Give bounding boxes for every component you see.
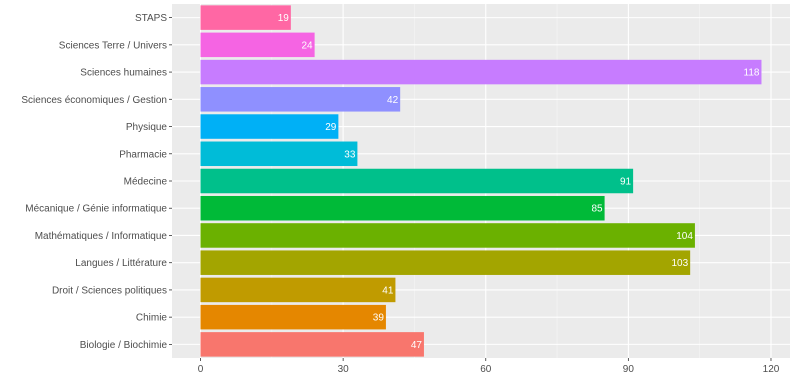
y-tick-label: Chimie xyxy=(136,313,168,324)
data-label: 118 xyxy=(744,68,760,79)
x-tick-label: 120 xyxy=(763,364,780,375)
bar xyxy=(200,87,401,112)
data-label: 19 xyxy=(278,13,290,24)
data-label: 42 xyxy=(387,95,399,106)
x-tick-label: 30 xyxy=(338,364,350,375)
y-tick-label: Sciences économiques / Gestion xyxy=(21,95,167,106)
bars xyxy=(200,5,762,357)
bar xyxy=(200,304,386,330)
y-axis: Biologie / Biochimie Chimie Droit / Scienc… xyxy=(21,13,172,351)
bar xyxy=(200,332,424,357)
bar xyxy=(200,250,691,275)
y-tick-label: Médecine xyxy=(124,177,168,188)
x-tick-label: 60 xyxy=(480,364,492,375)
y-tick-label: Sciences Terre / Univers xyxy=(59,40,167,51)
x-axis: 0 30 60 90 120 xyxy=(198,358,780,375)
x-tick-label: 90 xyxy=(623,364,635,375)
y-tick-label: Sciences humaines xyxy=(80,68,167,79)
data-label: 29 xyxy=(325,122,337,133)
bar xyxy=(200,168,634,194)
data-label: 33 xyxy=(344,149,356,160)
data-label: 104 xyxy=(676,231,693,242)
data-label: 47 xyxy=(411,340,423,351)
x-tick-label: 0 xyxy=(198,364,204,375)
bar xyxy=(200,59,762,85)
data-label: 103 xyxy=(671,258,688,269)
data-label: 85 xyxy=(591,204,603,215)
bar xyxy=(200,5,291,30)
data-label: 24 xyxy=(301,40,313,51)
data-label: 41 xyxy=(382,285,394,296)
bar xyxy=(200,277,396,303)
bar xyxy=(200,114,339,139)
bar xyxy=(200,141,358,167)
y-tick-label: Biologie / Biochimie xyxy=(80,340,168,351)
bar xyxy=(200,32,315,58)
y-tick-label: Langues / Littérature xyxy=(75,258,167,269)
data-label: 91 xyxy=(620,177,632,188)
y-tick-label: Pharmacie xyxy=(119,149,167,160)
y-tick-label: Mathématiques / Informatique xyxy=(35,231,168,242)
bar xyxy=(200,195,605,221)
bar xyxy=(200,223,695,248)
y-tick-label: STAPS xyxy=(135,13,167,24)
data-label: 39 xyxy=(373,313,385,324)
y-tick-label: Physique xyxy=(126,122,168,133)
y-tick-label: Droit / Sciences politiques xyxy=(52,285,167,296)
y-tick-label: Mécanique / Génie informatique xyxy=(25,204,167,215)
data-labels: 47 39 41 103 104 85 91 33 29 42 118 24 19 xyxy=(278,13,760,351)
